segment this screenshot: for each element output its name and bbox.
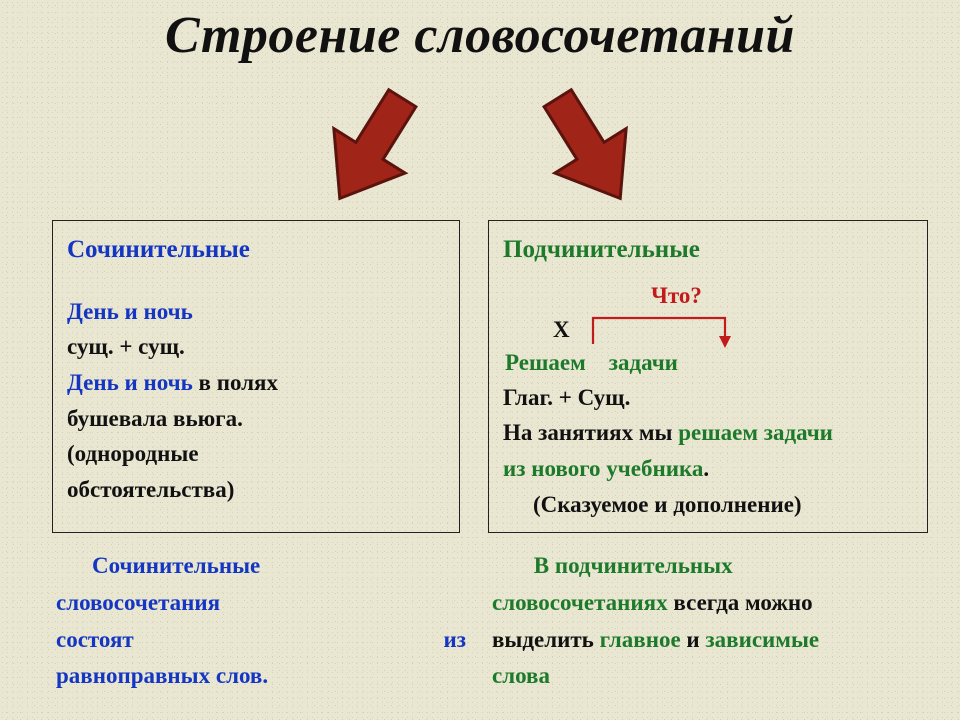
left-note-l1: (однородные xyxy=(67,436,447,472)
right-desc-l4a: слова xyxy=(492,663,550,688)
arrow-left xyxy=(300,85,440,215)
left-desc-w2: словосочетания xyxy=(56,585,220,622)
right-desc-l3b: главное xyxy=(600,627,681,652)
left-phrase2-rest: в полях xyxy=(193,370,278,395)
right-desc-l3a: выделить xyxy=(492,627,600,652)
left-sentence-line1: День и ночь в полях xyxy=(67,365,447,401)
right-desc-l3d: зависимые xyxy=(705,627,819,652)
left-phrase2-colored: День и ночь xyxy=(67,370,193,395)
left-heading: Сочинительные xyxy=(67,231,447,270)
right-desc-l2a: словосочетаниях xyxy=(492,590,668,615)
right-sentence-line1: На занятиях мы решаем задачи xyxy=(503,415,915,451)
left-desc-w1: Сочинительные xyxy=(92,548,466,585)
right-w1: Решаем xyxy=(505,350,586,375)
right-heading: Подчинительные xyxy=(503,231,915,270)
right-sent1: На занятиях мы xyxy=(503,420,678,445)
right-sent2-green: из нового учебника xyxy=(503,456,703,481)
page-title: Строение словосочетаний xyxy=(0,6,960,65)
content-layer: Строение словосочетаний Сочинительные Де… xyxy=(0,0,960,720)
right-formula: Глаг. + Сущ. xyxy=(503,380,915,416)
arrow-right xyxy=(520,85,660,215)
right-sentence-line2: из нового учебника. xyxy=(503,451,915,487)
left-desc-w3: состоят xyxy=(56,622,134,659)
right-w2: задачи xyxy=(609,350,678,375)
left-note-l2: обстоятельства) xyxy=(67,472,447,508)
left-description: Сочинительные словосочетания состоят из … xyxy=(56,548,466,695)
right-sent1-green: решаем задачи xyxy=(678,420,833,445)
left-box: Сочинительные День и ночь сущ. + сущ. Де… xyxy=(52,220,460,533)
left-desc-w4: из xyxy=(444,622,467,659)
left-phrase: День и ночь xyxy=(67,294,447,330)
left-desc-w5: равноправных слов. xyxy=(56,663,268,688)
dependency-diagram: Что? Х Решаем задачи xyxy=(503,280,915,380)
right-sent2-period: . xyxy=(703,456,709,481)
left-formula: сущ. + сущ. xyxy=(67,329,447,365)
right-desc-l2b: всегда можно xyxy=(668,590,813,615)
left-sentence-line2: бушевала вьюга. xyxy=(67,401,447,437)
right-note: (Сказуемое и дополнение) xyxy=(503,487,915,523)
right-note-text: (Сказуемое и дополнение) xyxy=(533,492,802,517)
phrase-line: Решаем задачи xyxy=(505,345,678,381)
right-desc-l3c: и xyxy=(681,627,706,652)
x-marker: Х xyxy=(553,312,570,348)
right-description: В подчинительных словосочетаниях всегда … xyxy=(492,548,942,695)
right-box: Подчинительные Что? Х Решаем задачи Глаг… xyxy=(488,220,928,533)
right-desc-l1a: В подчинительных xyxy=(534,553,733,578)
